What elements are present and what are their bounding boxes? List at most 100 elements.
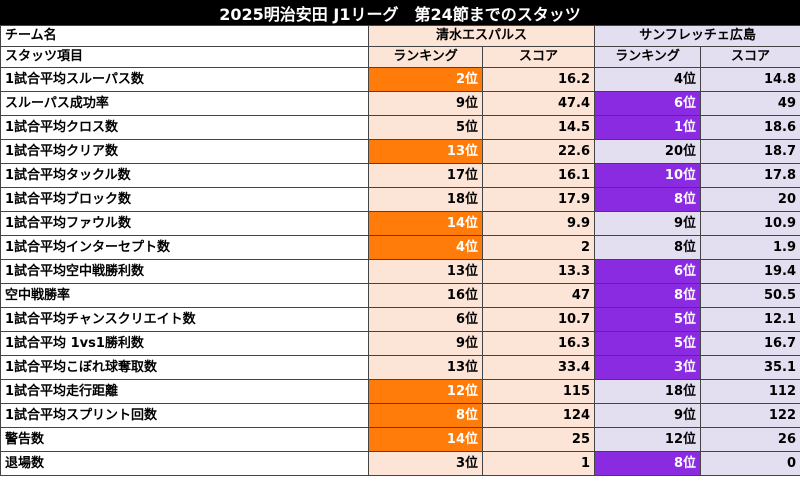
stat-name-cell: 1試合平均 1vs1勝利数 (0, 331, 369, 356)
shimizu-rank-cell: 12位 (368, 379, 483, 404)
table-row: 1試合平均タックル数 17位 16.1 10位 17.8 (0, 163, 800, 188)
hiroshima-score-cell: 20 (700, 187, 800, 212)
shimizu-rank-cell: 6位 (368, 307, 483, 332)
shimizu-rank-cell: 2位 (368, 67, 483, 92)
hiroshima-rank-cell: 8位 (594, 283, 702, 308)
hiroshima-score-cell: 16.7 (700, 331, 800, 356)
shimizu-rank-cell: 14位 (368, 427, 483, 452)
shimizu-score-cell: 25 (481, 427, 596, 452)
stat-name-cell: 1試合平均ファウル数 (0, 211, 369, 236)
shimizu-rank-cell: 13位 (368, 139, 483, 164)
hiroshima-score-cell: 49 (700, 91, 800, 116)
shimizu-rank-cell: 13位 (368, 259, 483, 284)
shimizu-score-cell: 16.1 (481, 163, 596, 188)
hiroshima-score-cell: 26 (700, 427, 800, 452)
team-shimizu-header: 清水エスパルス (367, 25, 596, 47)
table-row: 退場数 3位 1 8位 0 (0, 451, 800, 476)
shimizu-score-cell: 47.4 (481, 91, 596, 116)
hiroshima-score-cell: 12.1 (700, 307, 800, 332)
stat-name-cell: 1試合平均スルーパス数 (0, 67, 369, 92)
shimizu-rank-cell: 9位 (368, 331, 483, 356)
hiroshima-score-cell: 18.6 (700, 115, 800, 140)
stats-table: チーム名 清水エスパルス サンフレッチェ広島 スタッツ項目 ランキング スコア … (0, 25, 800, 476)
shimizu-rank-cell: 13位 (368, 355, 483, 380)
team-name-label: チーム名 (0, 25, 369, 47)
stat-name-cell: 1試合平均空中戦勝利数 (0, 259, 369, 284)
hiroshima-rank-header: ランキング (594, 46, 702, 68)
stat-name-cell: 1試合平均スプリント回数 (0, 403, 369, 428)
stat-name-cell: 警告数 (0, 427, 369, 452)
table-row: 1試合平均クリア数 13位 22.6 20位 18.7 (0, 139, 800, 164)
hiroshima-rank-cell: 6位 (594, 91, 702, 116)
shimizu-rank-header: ランキング (368, 46, 483, 68)
stat-name-cell: 1試合平均クロス数 (0, 115, 369, 140)
hiroshima-rank-cell: 10位 (594, 163, 702, 188)
hiroshima-rank-cell: 9位 (594, 211, 702, 236)
shimizu-score-cell: 10.7 (481, 307, 596, 332)
shimizu-rank-cell: 4位 (368, 235, 483, 260)
table-row: スルーパス成功率 9位 47.4 6位 49 (0, 91, 800, 116)
stat-name-cell: 1試合平均チャンスクリエイト数 (0, 307, 369, 332)
stat-name-cell: 1試合平均ブロック数 (0, 187, 369, 212)
table-row: 1試合平均インターセプト数 4位 2 8位 1.9 (0, 235, 800, 260)
hiroshima-rank-cell: 12位 (594, 427, 702, 452)
hiroshima-rank-cell: 4位 (594, 67, 702, 92)
table-row: 1試合平均クロス数 5位 14.5 1位 18.6 (0, 115, 800, 140)
stat-name-cell: スルーパス成功率 (0, 91, 369, 116)
table-row: 1試合平均走行距離 12位 115 18位 112 (0, 379, 800, 404)
stat-name-cell: 退場数 (0, 451, 369, 476)
table-row: 空中戦勝率 16位 47 8位 50.5 (0, 283, 800, 308)
hiroshima-score-cell: 18.7 (700, 139, 800, 164)
shimizu-score-cell: 1 (481, 451, 596, 476)
stat-name-cell: 1試合平均走行距離 (0, 379, 369, 404)
shimizu-score-cell: 33.4 (481, 355, 596, 380)
hiroshima-score-cell: 0 (700, 451, 800, 476)
shimizu-score-cell: 16.3 (481, 331, 596, 356)
shimizu-score-cell: 9.9 (481, 211, 596, 236)
hiroshima-rank-cell: 3位 (594, 355, 702, 380)
table-row: 1試合平均こぼれ球奪取数 13位 33.4 3位 35.1 (0, 355, 800, 380)
shimizu-score-cell: 13.3 (481, 259, 596, 284)
stat-name-cell: 1試合平均こぼれ球奪取数 (0, 355, 369, 380)
stat-name-cell: 1試合平均インターセプト数 (0, 235, 369, 260)
shimizu-rank-cell: 9位 (368, 91, 483, 116)
shimizu-rank-cell: 14位 (368, 211, 483, 236)
hiroshima-rank-cell: 5位 (594, 307, 702, 332)
shimizu-score-cell: 115 (481, 379, 596, 404)
hiroshima-score-cell: 50.5 (700, 283, 800, 308)
table-row: 1試合平均スプリント回数 8位 124 9位 122 (0, 403, 800, 428)
hiroshima-score-cell: 14.8 (700, 67, 800, 92)
stat-name-cell: 1試合平均クリア数 (0, 139, 369, 164)
hiroshima-rank-cell: 8位 (594, 451, 702, 476)
hiroshima-score-header: スコア (700, 46, 800, 68)
hiroshima-score-cell: 19.4 (700, 259, 800, 284)
hiroshima-rank-cell: 1位 (594, 115, 702, 140)
shimizu-rank-cell: 5位 (368, 115, 483, 140)
shimizu-rank-cell: 3位 (368, 451, 483, 476)
hiroshima-rank-cell: 5位 (594, 331, 702, 356)
shimizu-score-cell: 2 (481, 235, 596, 260)
table-row: 1試合平均スルーパス数 2位 16.2 4位 14.8 (0, 67, 800, 92)
shimizu-score-cell: 124 (481, 403, 596, 428)
header-row-teams: チーム名 清水エスパルス サンフレッチェ広島 (0, 25, 800, 47)
hiroshima-rank-cell: 8位 (594, 187, 702, 212)
shimizu-rank-cell: 18位 (368, 187, 483, 212)
header-row-columns: スタッツ項目 ランキング スコア ランキング スコア (0, 46, 800, 68)
team-hiroshima-header: サンフレッチェ広島 (594, 25, 800, 47)
shimizu-score-cell: 22.6 (481, 139, 596, 164)
hiroshima-score-cell: 35.1 (700, 355, 800, 380)
stat-item-label: スタッツ項目 (0, 46, 369, 68)
shimizu-score-cell: 14.5 (481, 115, 596, 140)
stat-name-cell: 1試合平均タックル数 (0, 163, 369, 188)
hiroshima-rank-cell: 8位 (594, 235, 702, 260)
table-row: 1試合平均空中戦勝利数 13位 13.3 6位 19.4 (0, 259, 800, 284)
shimizu-score-cell: 47 (481, 283, 596, 308)
shimizu-score-header: スコア (481, 46, 596, 68)
hiroshima-rank-cell: 6位 (594, 259, 702, 284)
hiroshima-score-cell: 10.9 (700, 211, 800, 236)
table-row: 1試合平均ファウル数 14位 9.9 9位 10.9 (0, 211, 800, 236)
page-title: 2025明治安田 J1リーグ 第24節までのスタッツ (0, 0, 800, 25)
table-row: 1試合平均チャンスクリエイト数 6位 10.7 5位 12.1 (0, 307, 800, 332)
shimizu-score-cell: 16.2 (481, 67, 596, 92)
stat-name-cell: 空中戦勝率 (0, 283, 369, 308)
